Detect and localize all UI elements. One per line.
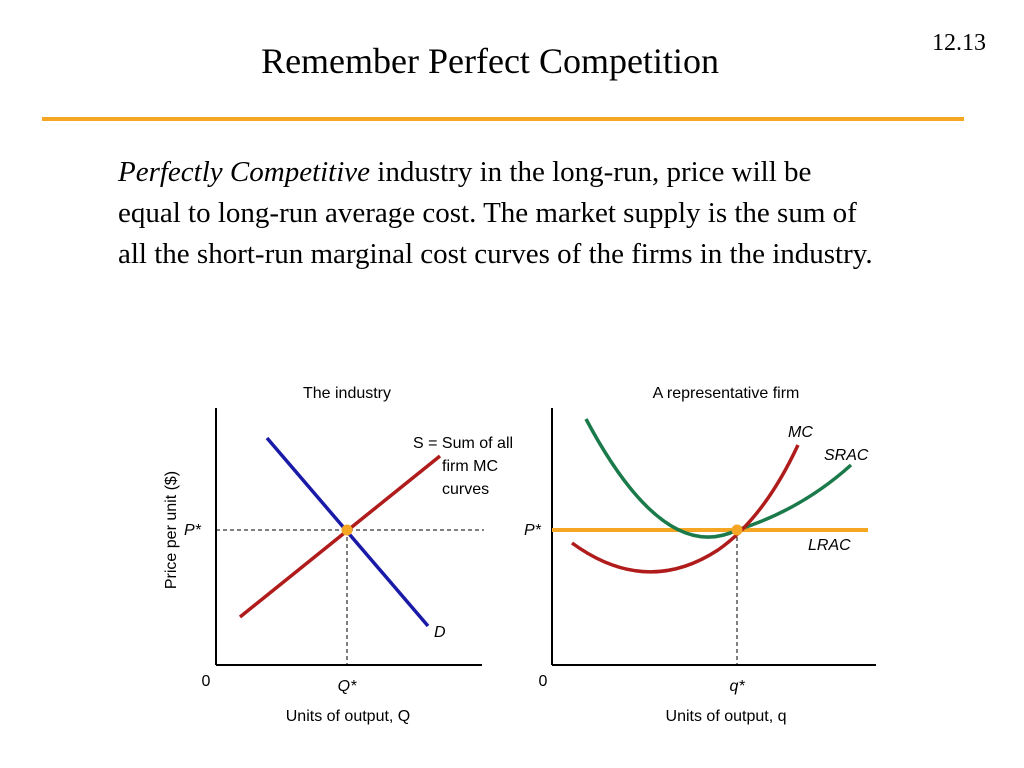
body-italic-phrase: Perfectly Competitive: [118, 156, 371, 188]
firm-x-axis-label: Units of output, q: [666, 708, 787, 725]
industry-y-axis-label: Price per unit ($): [163, 471, 180, 589]
firm-panel: A representative firm 0 P* q* Units of o…: [524, 385, 876, 725]
srac-curve: [584, 418, 853, 539]
supply-label-line2: firm MC: [442, 458, 498, 475]
industry-origin-label: 0: [202, 673, 211, 690]
industry-equilibrium-point: [341, 524, 353, 536]
firm-q-star-label: q*: [729, 678, 745, 695]
industry-panel: The industry Price per unit ($) 0 P* Q* …: [163, 385, 513, 725]
industry-p-star-label: P*: [184, 522, 202, 539]
supply-label-line3: curves: [442, 481, 489, 498]
industry-title: The industry: [303, 385, 391, 402]
srac-label: SRAC: [824, 447, 869, 464]
demand-label: D: [434, 624, 446, 641]
firm-equilibrium-point: [731, 524, 743, 536]
slide-number: 12.13: [932, 30, 986, 56]
title-divider: [42, 117, 964, 121]
lrac-label: LRAC: [808, 537, 851, 554]
supply-label-line1: S = Sum of all: [413, 435, 513, 452]
industry-x-axis-label: Units of output, Q: [286, 708, 411, 725]
firm-p-star-label: P*: [524, 522, 542, 539]
industry-q-star-label: Q*: [338, 678, 357, 695]
slide-title: Remember Perfect Competition: [261, 41, 719, 81]
body-text-rest: industry in the long-run, price will be …: [118, 156, 873, 270]
firm-origin-label: 0: [539, 673, 548, 690]
mc-label: MC: [788, 424, 813, 441]
industry-supply-curve: [238, 454, 442, 619]
body-paragraph: Perfectly Competitive industry in the lo…: [118, 152, 878, 275]
mc-curve: [570, 444, 800, 574]
firm-title: A representative firm: [653, 385, 800, 402]
